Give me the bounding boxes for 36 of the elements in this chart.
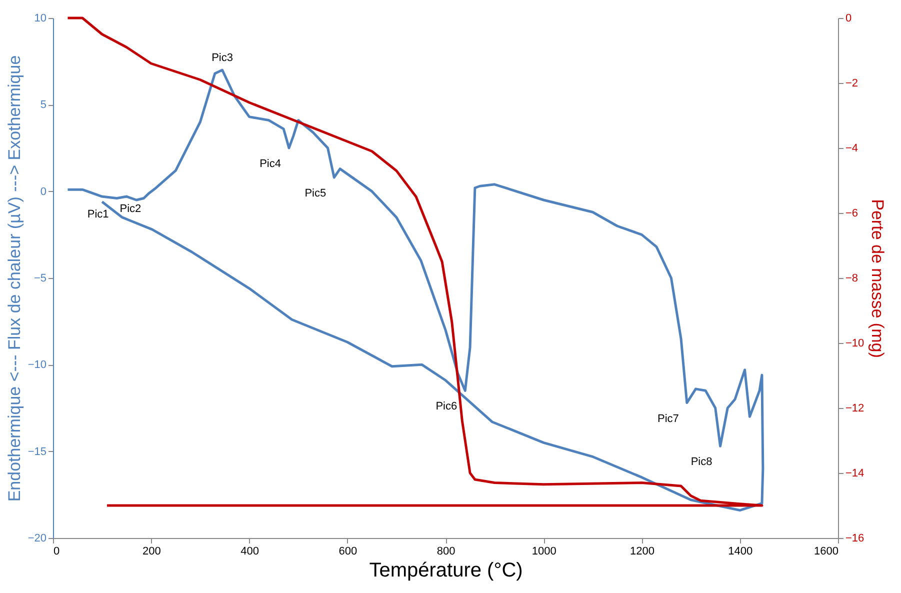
y2-tick-label: −12 bbox=[846, 402, 864, 414]
x-tick-label: 1000 bbox=[532, 546, 556, 558]
annotation: Pic2 bbox=[120, 203, 142, 216]
annotation: Pic3 bbox=[212, 52, 233, 64]
y-tick-label: −10 bbox=[28, 359, 46, 372]
x-tick-label: 1200 bbox=[630, 546, 654, 558]
y2-tick-label: −14 bbox=[846, 468, 864, 480]
y-tick-label: −15 bbox=[28, 446, 46, 458]
y-tick-label: −20 bbox=[28, 532, 46, 544]
y-tick-label: 10 bbox=[34, 12, 46, 24]
x-tick-label: 1600 bbox=[814, 546, 838, 558]
x-tick-label: 800 bbox=[436, 546, 456, 558]
y2-tick-label: −10 bbox=[846, 338, 864, 350]
y-tick-label: 0 bbox=[40, 186, 46, 198]
y2-tick-label: −2 bbox=[846, 78, 858, 90]
y-tick-label: 5 bbox=[40, 99, 46, 112]
y2-tick-label: 0 bbox=[846, 12, 852, 24]
annotation: Pic4 bbox=[260, 158, 281, 170]
x-axis-title: Température (°C) bbox=[369, 560, 523, 582]
x-tick-label: 1400 bbox=[728, 546, 753, 558]
annotation: Pic5 bbox=[304, 187, 326, 200]
annotation: Pic6 bbox=[436, 400, 458, 413]
y2-tick-label: −8 bbox=[846, 272, 858, 284]
y2-tick-label: −4 bbox=[846, 142, 858, 154]
y-axis-title: Endothermique <--- Flux de chaleur (µV) ---> Exothermique bbox=[4, 55, 24, 502]
y2-tick-label: −6 bbox=[846, 208, 858, 220]
x-tick-label: 200 bbox=[142, 546, 161, 558]
x-tick-label: 600 bbox=[338, 546, 358, 558]
annotation: Pic8 bbox=[690, 456, 712, 468]
y-tick-label: −5 bbox=[34, 272, 46, 284]
x-tick-label: 400 bbox=[240, 546, 259, 558]
annotation: Pic1 bbox=[87, 208, 109, 220]
annotation: Pic7 bbox=[657, 412, 679, 425]
y2-axis-title: Perte de masse (mg) bbox=[868, 199, 888, 358]
y2-tick-label: −16 bbox=[846, 532, 864, 544]
x-tick-label: 0 bbox=[54, 546, 60, 558]
